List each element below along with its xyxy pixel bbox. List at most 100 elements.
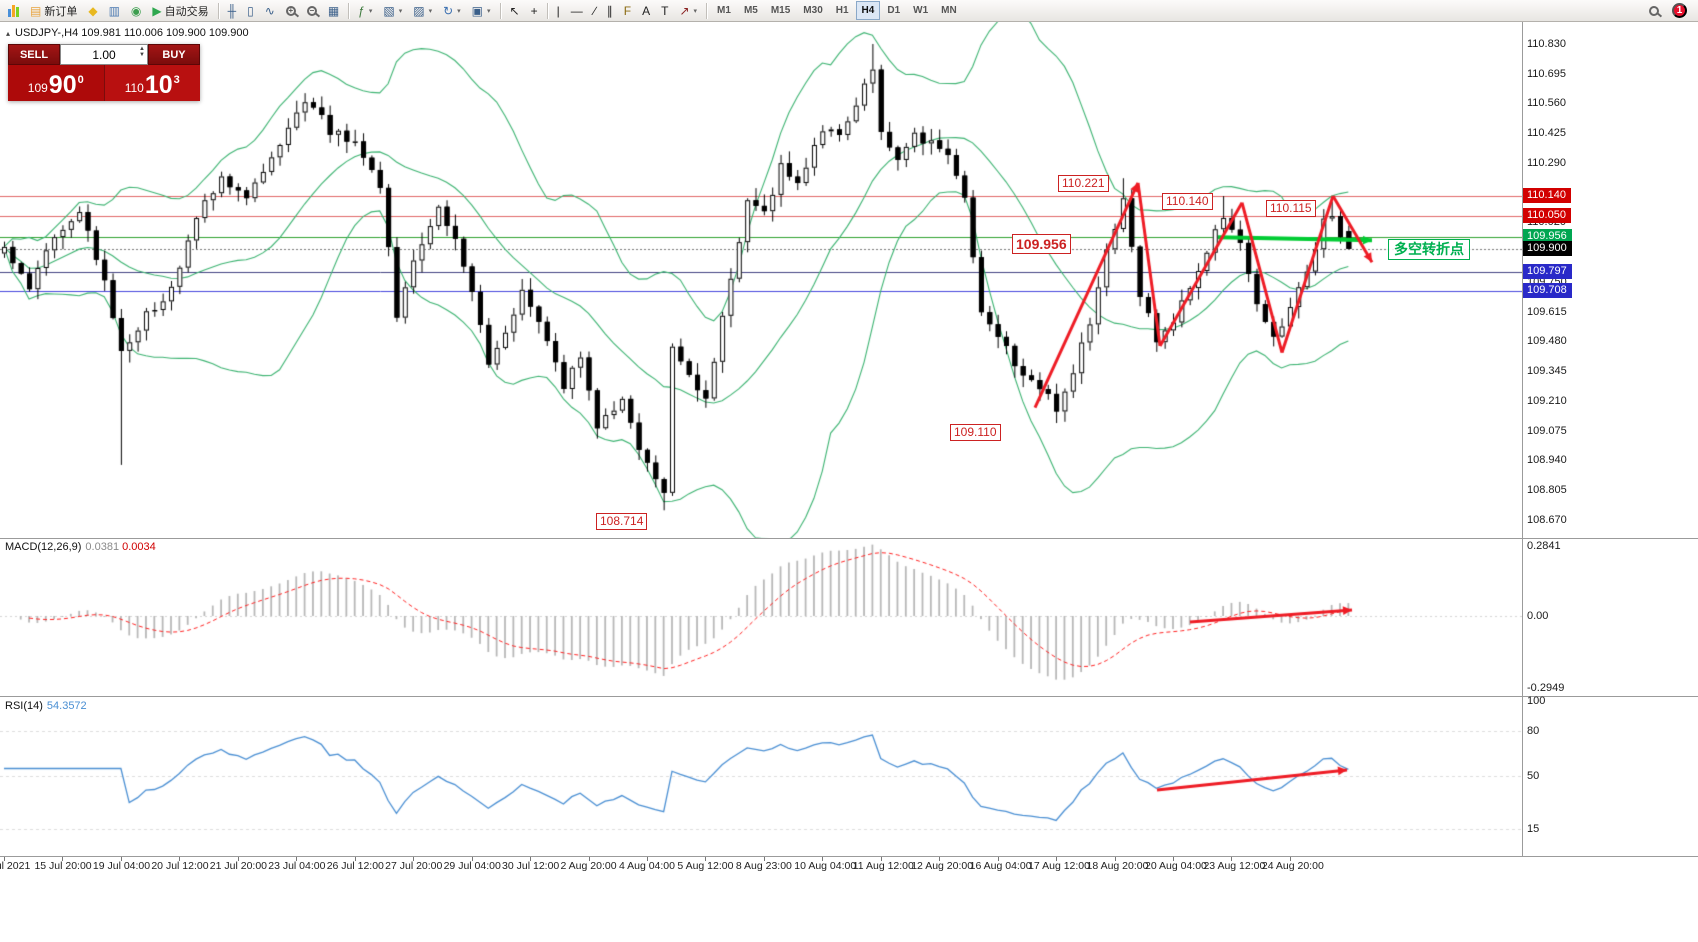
volume-input[interactable]: 1.00 ▲ ▼ [60, 44, 148, 65]
community-icon-glyph: ◉ [130, 3, 142, 18]
new-order-button[interactable]: ▤ 新订单 [25, 1, 82, 20]
price-callout[interactable]: 108.714 [596, 513, 648, 531]
buy-button[interactable]: BUY [148, 44, 200, 65]
indicators-list-icon[interactable]: ƒ ▾ [353, 1, 377, 20]
symbol-ohlc-text: USDJPY-,H4 109.981 110.006 109.900 109.9… [15, 27, 249, 39]
time-axis-tick [1056, 857, 1058, 861]
period-icon[interactable]: ▧ ▾ [378, 1, 407, 20]
trendline-icon[interactable]: ∕ [589, 1, 601, 20]
macd-rsi-divider[interactable] [0, 696, 1698, 697]
time-axis-tick [530, 857, 532, 861]
zoom-out-icon[interactable]: − [302, 1, 322, 20]
time-axis-tick [179, 857, 181, 861]
cursor-icon[interactable]: ↖ [505, 1, 525, 20]
volume-spinner[interactable]: ▲ ▼ [139, 46, 145, 58]
timeframe-mn-button[interactable]: MN [935, 1, 963, 20]
text-icon-glyph: A [642, 3, 651, 18]
community-icon[interactable]: ◉ [126, 1, 146, 20]
label-icon[interactable]: T [656, 1, 673, 20]
search-icon [1649, 5, 1659, 16]
autotrading-button[interactable]: ▶ 自动交易 [147, 1, 213, 20]
time-axis-label: 10 Aug 04:00 [794, 860, 857, 872]
price-axis-tick: 109.210 [1527, 394, 1567, 407]
timeframe-h1-button[interactable]: H1 [830, 1, 855, 20]
time-axis-label: 14 Jul 2021 [0, 860, 31, 872]
candlestick-chart-icon[interactable]: ▯ [242, 1, 259, 20]
sell-button[interactable]: SELL [8, 44, 60, 65]
timeframe-d1-button[interactable]: D1 [881, 1, 906, 20]
sell-price-prefix: 109 [27, 81, 48, 95]
time-axis-label: 24 Aug 20:00 [1261, 860, 1324, 872]
macd-indicator-canvas[interactable] [0, 539, 1522, 696]
bar-chart-icon[interactable]: ╫ [223, 1, 242, 20]
horizontal-line-icon[interactable]: — [566, 1, 588, 20]
time-axis-tick [120, 857, 122, 861]
sell-price-pipette: 0 [77, 74, 84, 86]
channel-icon[interactable]: ∥ [602, 1, 618, 20]
turning-point-label[interactable]: 多空转折点 [1388, 238, 1470, 260]
macd-name: MACD(12,26,9) [5, 541, 82, 553]
crosshair-icon[interactable]: + [526, 1, 543, 20]
timeframe-h4-button[interactable]: H4 [855, 1, 881, 20]
time-axis-label: 16 Aug 04:00 [969, 860, 1032, 872]
text-icon[interactable]: A [637, 1, 655, 20]
time-axis-tick [354, 857, 356, 861]
spinner-up-icon[interactable]: ▲ [139, 46, 145, 52]
time-axis-tick [471, 857, 473, 861]
toolbar-separator [546, 2, 548, 19]
label-icon-glyph: T [661, 3, 669, 18]
price-callout[interactable]: 110.115 [1266, 199, 1316, 217]
spinner-down-icon[interactable]: ▼ [139, 52, 145, 58]
search-icon[interactable] [1644, 1, 1664, 20]
arrows-tool-icon[interactable]: ↗ ▾ [674, 1, 702, 20]
mt4-logo[interactable] [3, 1, 24, 20]
price-callout[interactable]: 110.221 [1058, 175, 1109, 193]
vertical-line-icon[interactable]: | [552, 1, 565, 20]
line-chart-icon-glyph: ∿ [264, 3, 275, 18]
template-icon[interactable]: ▨ ▾ [408, 1, 437, 20]
main-chart-canvas[interactable] [0, 22, 1522, 539]
timeframe-m5-button[interactable]: M5 [738, 1, 764, 20]
metaquotes-icon[interactable]: ◆ [83, 1, 102, 20]
cycle-icon[interactable]: ↻ ▾ [438, 1, 466, 20]
buy-price[interactable]: 110 10 3 [104, 65, 200, 101]
rsi-label: RSI(14) 54.3572 [5, 700, 87, 712]
mt4-logo-icon [8, 4, 19, 17]
time-axis-label: 21 Jul 20:00 [209, 860, 268, 872]
toolbar-right-group: 1 [1644, 1, 1695, 20]
buy-price-prefix: 110 [124, 81, 144, 95]
dropdown-arrow-icon: ▾ [487, 7, 491, 15]
price-axis-tick: 108.670 [1527, 513, 1567, 526]
price-callout[interactable]: 110.140 [1162, 193, 1213, 211]
time-axis-label: 15 Jul 20:00 [34, 860, 92, 872]
line-chart-icon[interactable]: ∿ [260, 1, 280, 20]
tile-windows-icon[interactable]: ▦ [323, 1, 344, 20]
price-axis-tick: 109.615 [1527, 305, 1567, 318]
sell-price[interactable]: 109 90 0 [8, 65, 105, 101]
timeframe-m30-button[interactable]: M30 [797, 1, 828, 20]
main-macd-divider[interactable] [0, 538, 1698, 539]
notification-badge[interactable]: 1 [1672, 3, 1687, 18]
zoom-in-icon[interactable]: + [281, 1, 301, 20]
rsi-indicator-canvas[interactable] [0, 697, 1522, 856]
time-axis-label: 5 Aug 12:00 [677, 860, 734, 872]
price-callout[interactable]: 109.110 [950, 424, 1001, 442]
time-axis-tick [646, 857, 648, 861]
price-axis-tick: 110.290 [1527, 156, 1566, 169]
market-watch-icon[interactable]: ▥ [104, 1, 125, 20]
fibonacci-icon[interactable]: F [619, 1, 636, 20]
macd-label: MACD(12,26,9) 0.0381 0.0034 [5, 541, 156, 553]
crosshair-icon-glyph: + [530, 3, 538, 18]
time-axis-label: 18 Aug 20:00 [1086, 860, 1149, 872]
timeframe-m15-button[interactable]: M15 [765, 1, 796, 20]
time-axis-label: 17 Aug 12:00 [1028, 860, 1090, 872]
rsi-name: RSI(14) [5, 700, 43, 712]
timeframe-m1-button[interactable]: M1 [711, 1, 737, 20]
price-callout[interactable]: 109.956 [1012, 233, 1071, 254]
snapshot-icon[interactable]: ▣ ▾ [467, 1, 496, 20]
timeframe-w1-button[interactable]: W1 [907, 1, 934, 20]
time-axis-tick [62, 857, 64, 861]
time-axis-label: 8 Aug 23:00 [735, 860, 792, 872]
time-axis-tick [4, 857, 5, 861]
